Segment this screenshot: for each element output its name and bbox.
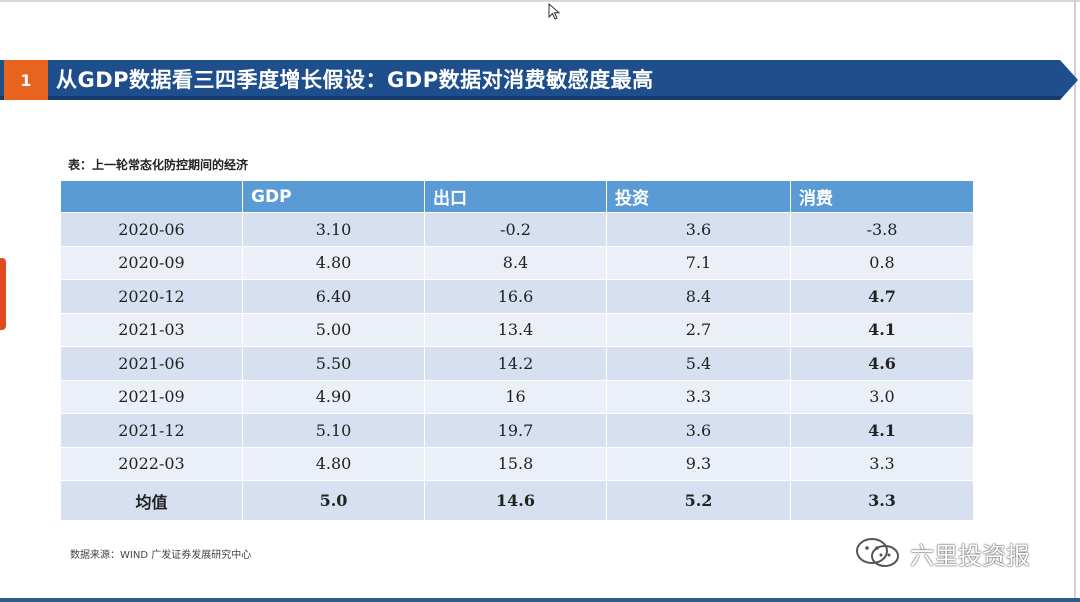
cell-period: 2020-12 [60,279,243,314]
cell-period: 2020-06 [60,212,243,247]
cell-invest: 5.4 [606,346,791,381]
cell-consume: 4.1 [790,413,974,448]
table-row: 2021-06 5.50 14.2 5.4 4.6 [60,346,974,381]
window-bottom-border [0,598,1080,602]
cell-period: 2021-09 [60,379,243,414]
table-caption: 表：上一轮常态化防控期间的经济 [68,158,249,172]
cell-gdp: 5.10 [242,413,425,448]
cell-average-gdp: 5.0 [242,480,425,521]
cell-consume: 4.6 [790,346,974,381]
cell-period: 2022-03 [60,446,243,481]
wechat-icon [856,538,899,567]
cell-export: -0.2 [424,212,607,247]
cell-gdp: 5.50 [242,346,425,381]
cell-export: 16.6 [424,279,607,314]
cell-gdp: 5.00 [242,312,425,347]
cell-average-invest: 5.2 [606,480,791,521]
cell-average-consume: 3.3 [790,480,974,521]
cell-export: 15.8 [424,446,607,481]
cell-export: 14.2 [424,346,607,381]
cell-invest: 7.1 [606,245,791,280]
table-row: 2021-09 4.90 16 3.3 3.0 [60,379,974,414]
table-average-row: 均值 5.0 14.6 5.2 3.3 [60,480,974,521]
cell-gdp: 6.40 [242,279,425,314]
mouse-cursor-icon [548,3,561,20]
cell-consume: 3.0 [790,379,974,414]
cell-period: 2020-09 [60,245,243,280]
table-header-row: GDP 出口 投资 消费 [60,180,974,213]
header-invest: 投资 [606,180,791,213]
table-row: 2022-03 4.80 15.8 9.3 3.3 [60,446,974,481]
cell-export: 19.7 [424,413,607,448]
cell-average-label: 均值 [60,480,243,521]
cell-invest: 3.3 [606,379,791,414]
table-row: 2020-09 4.80 8.4 7.1 0.8 [60,245,974,280]
side-tab-marker [0,258,6,330]
table-row: 2021-03 5.00 13.4 2.7 4.1 [60,312,974,347]
economic-data-table: GDP 出口 投资 消费 2020-06 3.10 -0.2 3.6 -3.8 … [60,180,974,521]
cell-export: 13.4 [424,312,607,347]
cell-consume: -3.8 [790,212,974,247]
header-export: 出口 [424,180,607,213]
watermark: 六里投资报 [852,536,1030,570]
cell-period: 2021-06 [60,346,243,381]
cell-period: 2021-12 [60,413,243,448]
section-number-badge: 1 [4,60,48,100]
window-top-border [0,0,1080,2]
header-period [60,180,243,213]
cell-export: 16 [424,379,607,414]
cell-gdp: 4.80 [242,245,425,280]
cell-gdp: 4.90 [242,379,425,414]
section-title: 从GDP数据看三四季度增长假设：GDP数据对消费敏感度最高 [56,68,654,92]
cell-period: 2021-03 [60,312,243,347]
cell-consume: 4.7 [790,279,974,314]
table-row: 2021-12 5.10 19.7 3.6 4.1 [60,413,974,448]
data-source-note: 数据来源：WIND 广发证券发展研究中心 [70,550,252,561]
cell-invest: 2.7 [606,312,791,347]
cell-average-export: 14.6 [424,480,607,521]
cell-invest: 9.3 [606,446,791,481]
cell-export: 8.4 [424,245,607,280]
watermark-text: 六里投资报 [910,541,1030,570]
cell-invest: 8.4 [606,279,791,314]
cell-invest: 3.6 [606,212,791,247]
section-banner: 1 从GDP数据看三四季度增长假设：GDP数据对消费敏感度最高 [0,60,1080,100]
cell-gdp: 3.10 [242,212,425,247]
window-right-border [1074,0,1076,602]
header-gdp: GDP [242,180,425,213]
banner-background [0,60,1078,100]
cell-consume: 3.3 [790,446,974,481]
cell-consume: 0.8 [790,245,974,280]
cell-gdp: 4.80 [242,446,425,481]
table-row: 2020-06 3.10 -0.2 3.6 -3.8 [60,212,974,247]
header-consume: 消费 [790,180,974,213]
cell-consume: 4.1 [790,312,974,347]
table-row: 2020-12 6.40 16.6 8.4 4.7 [60,279,974,314]
cell-invest: 3.6 [606,413,791,448]
